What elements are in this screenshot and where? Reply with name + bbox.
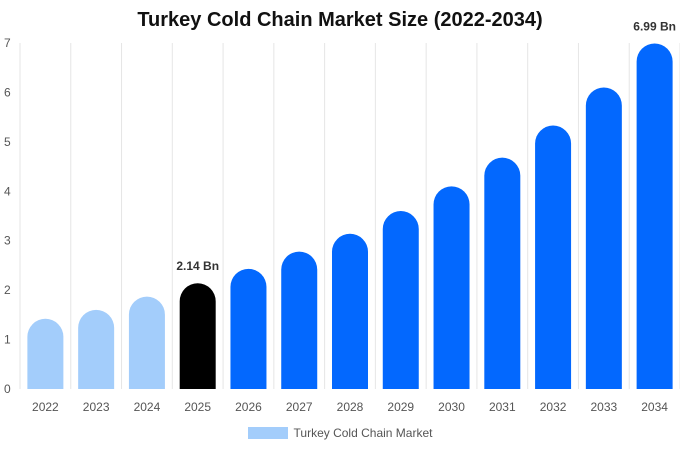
x-tick-label: 2026 xyxy=(235,400,262,414)
legend-label: Turkey Cold Chain Market xyxy=(293,426,433,440)
x-tick-label: 2030 xyxy=(438,400,465,414)
bar-2023 xyxy=(78,309,115,389)
bar-2031 xyxy=(484,157,521,389)
chart-title: Turkey Cold Chain Market Size (2022-2034… xyxy=(137,9,543,31)
bar-2024 xyxy=(128,296,165,389)
bar-2030 xyxy=(433,186,470,389)
x-tick-label: 2024 xyxy=(134,400,161,414)
bar-2022 xyxy=(27,318,64,389)
x-tick-label: 2034 xyxy=(641,400,668,414)
bar-2033 xyxy=(585,87,622,389)
y-tick-label: 6 xyxy=(4,85,11,99)
data-label-2034: 6.99 Bn xyxy=(633,19,676,33)
x-tick-label: 2032 xyxy=(540,400,567,414)
y-tick-label: 5 xyxy=(4,135,11,149)
bar-2025 xyxy=(179,283,216,389)
x-tick-label: 2029 xyxy=(387,400,414,414)
y-tick-label: 3 xyxy=(4,234,11,248)
y-tick-label: 2 xyxy=(4,283,11,297)
x-tick-label: 2028 xyxy=(337,400,364,414)
bar-2029 xyxy=(382,211,419,389)
bar-2026 xyxy=(230,268,267,389)
legend[interactable]: Turkey Cold Chain Market xyxy=(0,426,680,440)
bar-2032 xyxy=(535,125,572,389)
x-tick-label: 2027 xyxy=(286,400,313,414)
x-tick-label: 2031 xyxy=(489,400,516,414)
y-tick-label: 4 xyxy=(4,184,11,198)
bar-2028 xyxy=(332,233,368,389)
x-tick-label: 2022 xyxy=(32,400,59,414)
data-label-2025: 2.14 Bn xyxy=(176,259,219,273)
y-tick-label: 7 xyxy=(4,36,11,50)
bar-2027 xyxy=(281,251,318,389)
x-tick-label: 2033 xyxy=(590,400,617,414)
legend-swatch xyxy=(247,427,288,439)
y-tick-label: 1 xyxy=(4,333,11,347)
y-tick-label: 0 xyxy=(4,382,11,396)
x-tick-label: 2023 xyxy=(83,400,110,414)
x-tick-label: 2025 xyxy=(184,400,211,414)
bar-2034 xyxy=(636,43,673,389)
